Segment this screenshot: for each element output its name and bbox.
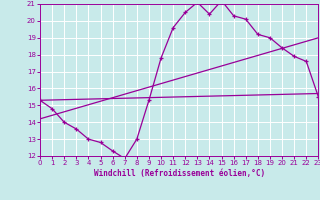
X-axis label: Windchill (Refroidissement éolien,°C): Windchill (Refroidissement éolien,°C) — [94, 169, 265, 178]
